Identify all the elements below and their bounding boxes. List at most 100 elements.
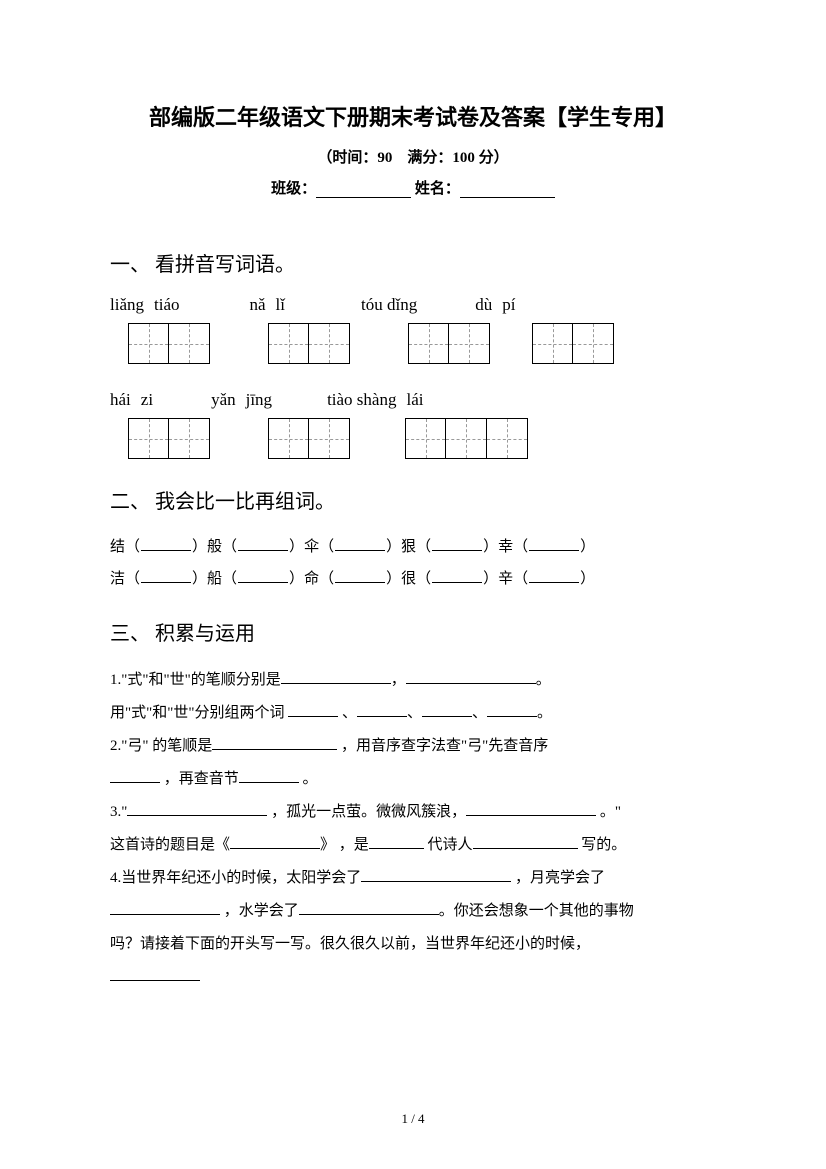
t: 写的。 bbox=[578, 837, 627, 853]
blank[interactable] bbox=[299, 901, 439, 915]
char-box[interactable] bbox=[446, 418, 487, 459]
close-paren: ） bbox=[192, 539, 207, 555]
name-blank[interactable] bbox=[460, 183, 555, 198]
end: 。 bbox=[536, 672, 551, 688]
blank[interactable] bbox=[357, 703, 407, 717]
blank[interactable] bbox=[369, 835, 424, 849]
class-label: 班级： bbox=[271, 181, 316, 197]
char-label: 伞（ bbox=[304, 539, 334, 555]
fill-blank[interactable] bbox=[238, 570, 288, 583]
pinyin-row-1: liǎngtiáonǎlǐtóu dǐngdùpí bbox=[110, 295, 716, 315]
char-label: 狠（ bbox=[401, 539, 431, 555]
fill-blank[interactable] bbox=[432, 570, 482, 583]
end: 。 bbox=[299, 771, 318, 787]
q3-2b: ，再查音节 。 bbox=[110, 763, 716, 796]
char-box[interactable] bbox=[408, 323, 449, 364]
char-box-group bbox=[128, 323, 210, 364]
char-box[interactable] bbox=[169, 323, 210, 364]
q2-pre2: ，再查音节 bbox=[160, 771, 239, 787]
pinyin-syllable: nǎ bbox=[250, 295, 266, 315]
fill-blank[interactable] bbox=[141, 538, 191, 551]
close-paren: ） bbox=[483, 539, 498, 555]
fill-blank[interactable] bbox=[238, 538, 288, 551]
char-box[interactable] bbox=[268, 418, 309, 459]
pinyin-syllable: liǎng bbox=[110, 295, 144, 315]
q3-4b: ，水学会了 。你还会想象一个其他的事物 bbox=[110, 895, 716, 928]
blank[interactable] bbox=[110, 967, 200, 981]
fill-blank[interactable] bbox=[432, 538, 482, 551]
char-label: 般（ bbox=[207, 539, 237, 555]
char-box[interactable] bbox=[487, 418, 528, 459]
fill-blank[interactable] bbox=[335, 570, 385, 583]
close-paren: ） bbox=[192, 571, 207, 587]
blank[interactable] bbox=[230, 835, 320, 849]
char-box[interactable] bbox=[268, 323, 309, 364]
char-label: 辛（ bbox=[498, 571, 528, 587]
fill-blank[interactable] bbox=[335, 538, 385, 551]
char-box[interactable] bbox=[405, 418, 446, 459]
t: 》 ，是 bbox=[320, 837, 369, 853]
fill-blank[interactable] bbox=[529, 538, 579, 551]
blank[interactable] bbox=[281, 670, 391, 684]
char-box[interactable] bbox=[573, 323, 614, 364]
q3-4a: 4.当世界年纪还小的时候，太阳学会了 ，月亮学会了 bbox=[110, 862, 716, 895]
section2-heading: 二、 我会比一比再组词。 bbox=[110, 485, 716, 514]
blank[interactable] bbox=[361, 868, 511, 882]
pinyin-syllable: pí bbox=[502, 295, 515, 315]
q3-1b: 用"式"和"世"分别组两个词 、、、。 bbox=[110, 697, 716, 730]
fill-blank[interactable] bbox=[141, 570, 191, 583]
pinyin-row-2: háiziyǎnjīngtiào shànglái bbox=[110, 390, 716, 410]
blank[interactable] bbox=[288, 703, 338, 717]
blank[interactable] bbox=[212, 736, 337, 750]
student-info-line: 班级： 姓名： bbox=[110, 177, 716, 198]
q3-mid2: 。" bbox=[596, 804, 621, 820]
t: 这首诗的题目是《 bbox=[110, 837, 230, 853]
blank[interactable] bbox=[466, 802, 596, 816]
char-box-group bbox=[408, 323, 490, 364]
pinyin-group: yǎnjīng bbox=[211, 390, 272, 410]
q3-1a: 1."式"和"世"的笔顺分别是 ， 。 bbox=[110, 664, 716, 697]
close-paren: ） bbox=[289, 539, 304, 555]
char-box[interactable] bbox=[532, 323, 573, 364]
end: 。 bbox=[537, 705, 552, 721]
q1a-pre: 1."式"和"世"的笔顺分别是 bbox=[110, 672, 281, 688]
blank[interactable] bbox=[127, 802, 267, 816]
close-paren: ） bbox=[386, 539, 401, 555]
pinyin-group: nǎlǐ bbox=[250, 295, 286, 315]
char-box[interactable] bbox=[128, 323, 169, 364]
blank[interactable] bbox=[110, 901, 220, 915]
blank[interactable] bbox=[473, 835, 578, 849]
char-box[interactable] bbox=[449, 323, 490, 364]
char-label: 很（ bbox=[401, 571, 431, 587]
q3-pre: 3." bbox=[110, 804, 127, 820]
char-box[interactable] bbox=[169, 418, 210, 459]
close-paren: ） bbox=[386, 571, 401, 587]
q3-mid1: ，孤光一点萤。微微风簇浪， bbox=[267, 804, 466, 820]
char-box[interactable] bbox=[309, 418, 350, 459]
pinyin-syllable: zi bbox=[141, 390, 153, 410]
pinyin-syllable: tóu dǐng bbox=[361, 295, 417, 315]
box-row-2 bbox=[110, 418, 716, 459]
char-box-group bbox=[532, 323, 614, 364]
class-blank[interactable] bbox=[316, 183, 411, 198]
close-paren: ） bbox=[483, 571, 498, 587]
char-box-group bbox=[128, 418, 210, 459]
blank[interactable] bbox=[239, 769, 299, 783]
t: 。你还会想象一个其他的事物 bbox=[439, 903, 634, 919]
q2-mid: ，用音序查字法查"弓"先查音序 bbox=[337, 738, 548, 754]
t: ，水学会了 bbox=[220, 903, 299, 919]
sep: ， bbox=[391, 672, 406, 688]
char-box[interactable] bbox=[128, 418, 169, 459]
blank[interactable] bbox=[406, 670, 536, 684]
q3-3a: 3." ，孤光一点萤。微微风簇浪， 。" bbox=[110, 796, 716, 829]
char-box[interactable] bbox=[309, 323, 350, 364]
exam-subtitle: （时间：90 满分：100 分） bbox=[110, 146, 716, 167]
pinyin-syllable: hái bbox=[110, 390, 131, 410]
q3-4c: 吗？请接着下面的开头写一写。很久很久以前，当世界年纪还小的时候， bbox=[110, 928, 716, 961]
section2-line2: 洁（）船（）命（）很（）辛（） bbox=[110, 564, 716, 596]
blank[interactable] bbox=[110, 769, 160, 783]
blank[interactable] bbox=[487, 703, 537, 717]
blank[interactable] bbox=[422, 703, 472, 717]
char-label: 结（ bbox=[110, 539, 140, 555]
fill-blank[interactable] bbox=[529, 570, 579, 583]
